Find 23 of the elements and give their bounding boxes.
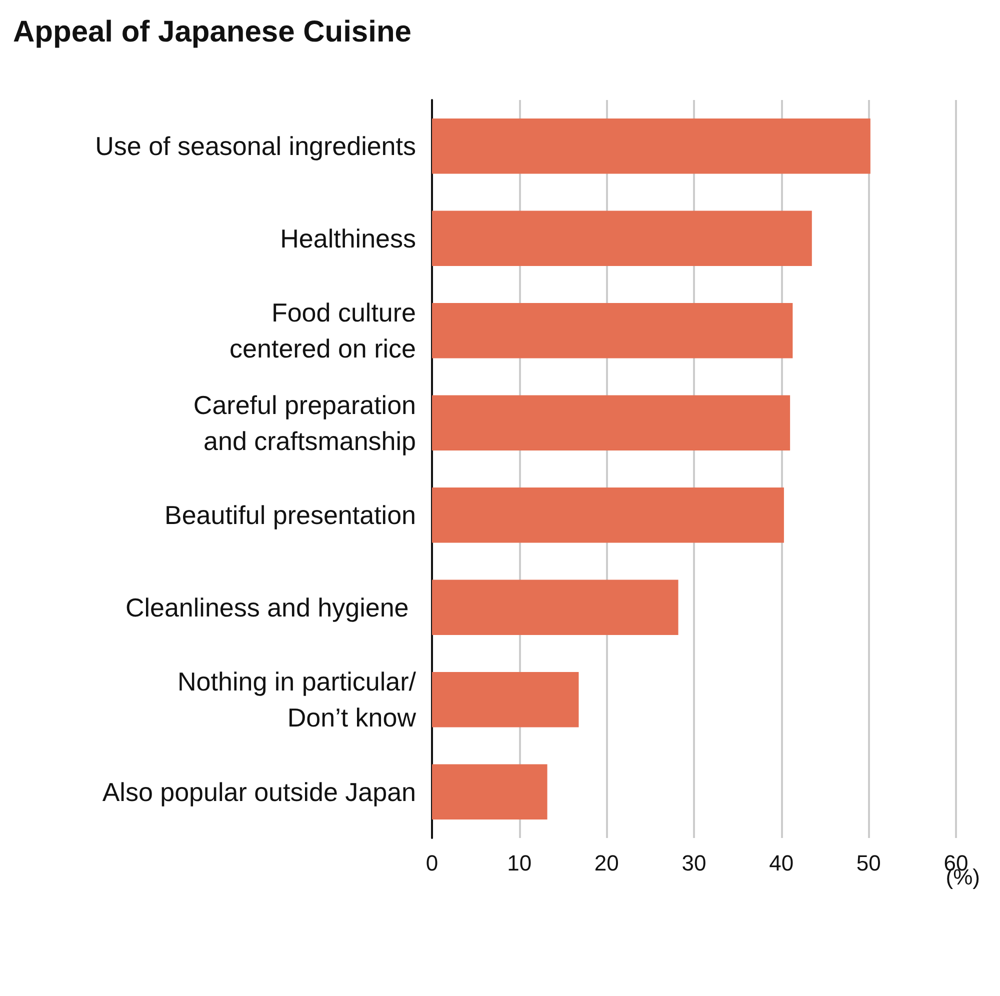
y-tick-label: Use of seasonal ingredients (95, 131, 416, 162)
y-tick-label: Food culture centered on rice (230, 298, 416, 364)
y-tick-label: Cleanliness and hygiene (125, 592, 416, 622)
x-tick-label: 10 (507, 850, 532, 876)
bar (432, 672, 579, 728)
y-tick-label: Also popular outside Japan (102, 776, 416, 807)
x-tick-label: 40 (769, 850, 794, 876)
y-tick-label: Nothing in particular/ Don’t know (178, 666, 417, 733)
y-tick-label: Careful preparation and craftsmanship (193, 390, 416, 456)
y-tick-label: Beautiful presentation (164, 500, 416, 530)
chart-title: Appeal of Japanese Cuisine (13, 16, 412, 48)
bar (432, 210, 812, 266)
x-tick-label: 30 (682, 850, 706, 876)
bar (432, 487, 784, 543)
x-tick-label: 50 (856, 850, 881, 876)
bar (432, 118, 870, 174)
x-tick-label: 20 (594, 850, 619, 876)
x-tick-label: 0 (426, 850, 438, 876)
bar (432, 764, 548, 820)
bar (432, 395, 790, 451)
bar (432, 580, 678, 636)
y-tick-label: Healthiness (280, 223, 416, 254)
bar (432, 302, 793, 358)
